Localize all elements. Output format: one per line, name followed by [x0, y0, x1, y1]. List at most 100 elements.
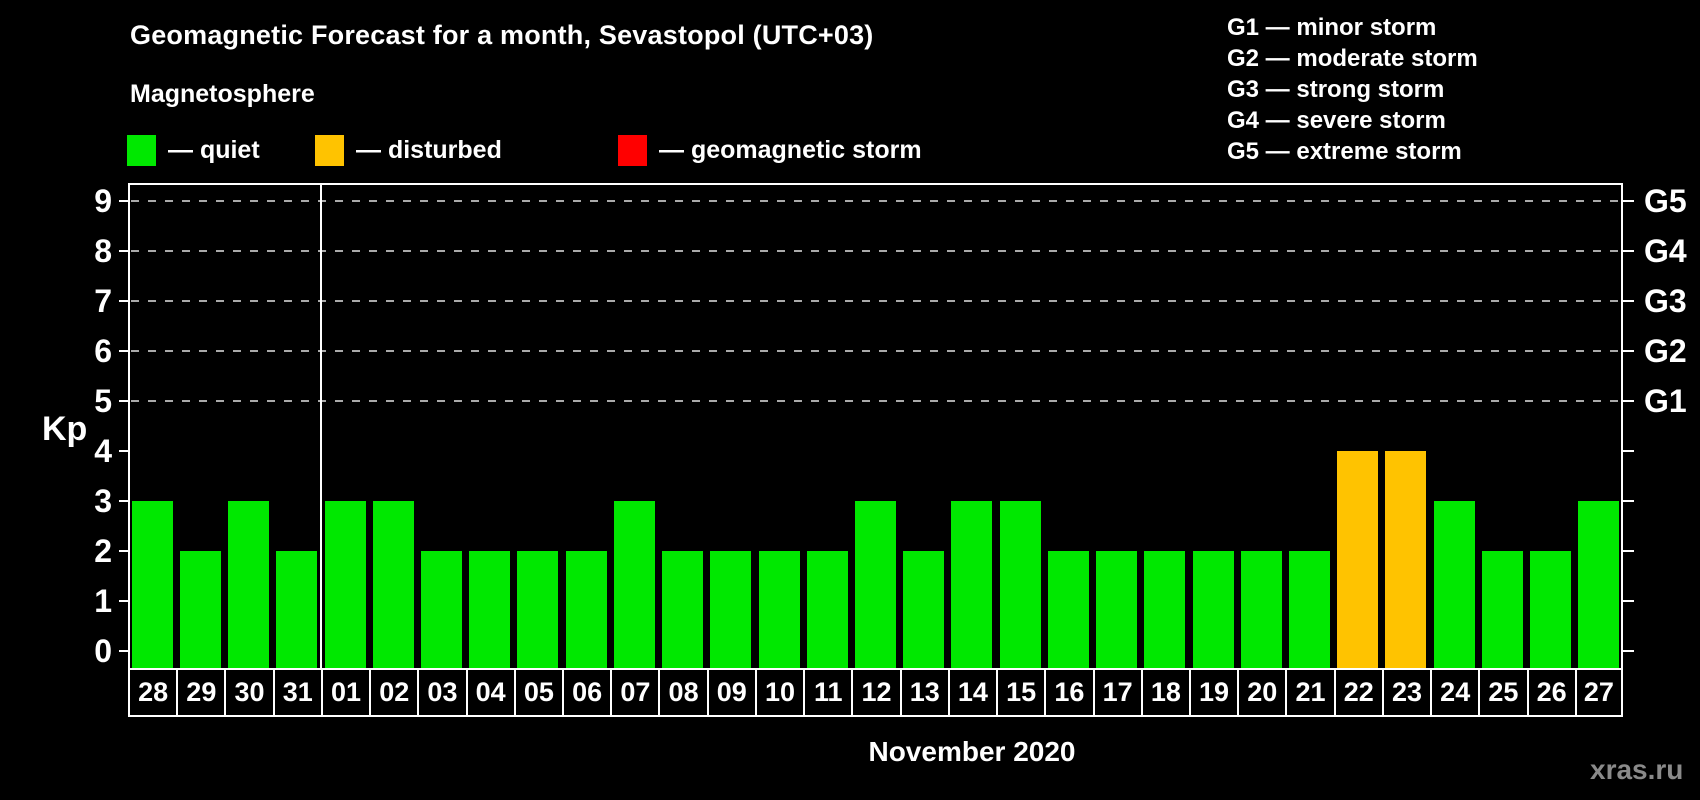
kp-bar-day-03	[420, 551, 462, 668]
kp-bar-day-24	[1433, 501, 1475, 668]
x-label-21: 21	[1285, 668, 1336, 717]
y-tick-left-6	[119, 350, 130, 352]
legend-label-storm: — geomagnetic storm	[659, 136, 922, 164]
month-caption: November 2020	[868, 736, 1076, 767]
x-label-27: 27	[1574, 668, 1623, 717]
kp-bar-day-05	[517, 551, 559, 668]
x-label-03: 03	[417, 668, 468, 717]
page-title: Geomagnetic Forecast for a month, Sevast…	[130, 20, 874, 50]
y-tick-left-3	[119, 500, 130, 502]
y-tick-right-8	[1623, 250, 1634, 252]
kp-bar-day-26	[1530, 551, 1572, 668]
legend-item-quiet: — quiet	[127, 135, 260, 166]
kp-bar-day-09	[710, 551, 752, 668]
g-axis-label-g3: G3	[1644, 283, 1687, 319]
x-label-15: 15	[996, 668, 1047, 717]
kp-bar-day-19	[1192, 551, 1234, 668]
x-label-23: 23	[1381, 668, 1433, 717]
x-label-12: 12	[851, 668, 902, 717]
gridline-kp8	[131, 250, 1621, 252]
x-label-10: 10	[754, 668, 806, 717]
kp-bar-day-22	[1337, 451, 1379, 668]
kp-bar-day-07	[613, 501, 655, 668]
kp-bar-day-25	[1481, 551, 1523, 668]
g-axis-label-g4: G4	[1644, 233, 1687, 269]
x-label-16: 16	[1044, 668, 1095, 717]
x-label-08: 08	[658, 668, 709, 717]
y-tick-right-9	[1623, 200, 1634, 202]
kp-bar-day-10	[758, 551, 800, 668]
y-tick-label-7: 7	[94, 283, 112, 319]
kp-bar-day-20	[1240, 551, 1282, 668]
x-label-02: 02	[369, 668, 420, 717]
x-label-13: 13	[899, 668, 950, 717]
y-tick-label-2: 2	[94, 533, 112, 569]
g5-legend-line: G5 — extreme storm	[1227, 138, 1462, 165]
g3-legend-line: G3 — strong storm	[1227, 76, 1445, 103]
x-label-04: 04	[465, 668, 516, 717]
legend-item-storm: — geomagnetic storm	[618, 135, 922, 166]
x-label-14: 14	[947, 668, 999, 717]
y-tick-label-6: 6	[94, 333, 112, 369]
month-boundary-line	[319, 183, 322, 668]
y-tick-label-3: 3	[94, 483, 112, 519]
y-tick-label-8: 8	[94, 233, 112, 269]
kp-bar-day-12	[854, 501, 896, 668]
x-label-19: 19	[1188, 668, 1240, 717]
y-tick-label-1: 1	[94, 583, 112, 619]
legend-label-quiet: — quiet	[168, 136, 260, 164]
x-label-31: 31	[272, 668, 323, 717]
kp-bar-day-18	[1144, 551, 1186, 668]
y-tick-right-4	[1623, 450, 1634, 452]
x-label-28: 28	[128, 668, 179, 717]
x-label-30: 30	[224, 668, 275, 717]
x-label-20: 20	[1237, 668, 1288, 717]
x-label-25: 25	[1478, 668, 1529, 717]
x-label-22: 22	[1333, 668, 1384, 717]
x-label-29: 29	[176, 668, 227, 717]
gridline-kp7	[131, 300, 1621, 302]
kp-bar-day-02	[372, 501, 414, 668]
y-tick-right-6	[1623, 350, 1634, 352]
kp-bar-day-17	[1096, 551, 1138, 668]
y-axis-title: Kp	[42, 410, 88, 448]
kp-bar-day-11	[806, 551, 848, 668]
gridline-kp6	[131, 350, 1621, 352]
g2-legend-line: G2 — moderate storm	[1227, 45, 1478, 72]
y-tick-left-4	[119, 450, 130, 452]
y-tick-right-2	[1623, 550, 1634, 552]
x-label-18: 18	[1140, 668, 1191, 717]
watermark: xras.ru	[1590, 754, 1684, 785]
y-tick-left-9	[119, 200, 130, 202]
kp-bar-day-14	[951, 501, 993, 668]
y-tick-right-3	[1623, 500, 1634, 502]
kp-bar-day-27	[1578, 501, 1620, 668]
y-tick-left-7	[119, 300, 130, 302]
magnetosphere-subtitle: Magnetosphere	[130, 80, 315, 108]
x-label-09: 09	[706, 668, 757, 717]
plot-area	[128, 183, 1623, 668]
y-tick-left-8	[119, 250, 130, 252]
y-tick-left-2	[119, 550, 130, 552]
g4-legend-line: G4 — severe storm	[1227, 107, 1446, 134]
kp-bar-day-16	[1047, 551, 1089, 668]
kp-bar-day-13	[903, 551, 945, 668]
y-tick-right-1	[1623, 600, 1634, 602]
kp-bar-day-30	[228, 501, 270, 668]
y-tick-right-5	[1623, 400, 1634, 402]
gridline-kp5	[131, 400, 1621, 402]
kp-bar-day-28	[131, 501, 173, 668]
y-tick-label-5: 5	[94, 383, 112, 419]
x-label-05: 05	[513, 668, 565, 717]
y-tick-right-7	[1623, 300, 1634, 302]
y-tick-label-4: 4	[94, 433, 112, 469]
x-label-06: 06	[562, 668, 613, 717]
y-tick-label-0: 0	[94, 633, 112, 669]
quiet-color-swatch	[127, 135, 156, 166]
kp-bar-day-01	[324, 501, 366, 668]
kp-bar-day-06	[565, 551, 607, 668]
g-axis-label-g5: G5	[1644, 183, 1687, 219]
x-label-17: 17	[1092, 668, 1143, 717]
x-label-11: 11	[803, 668, 854, 717]
